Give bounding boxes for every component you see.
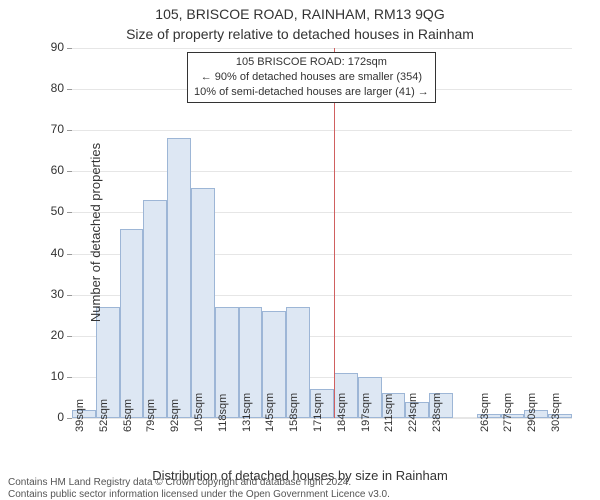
gridline: [72, 48, 572, 49]
y-tick-label: 70: [42, 122, 64, 136]
plot-area: [72, 48, 572, 418]
y-tick-label: 10: [42, 369, 64, 383]
histogram-bar: [191, 188, 215, 418]
gridline: [72, 130, 572, 131]
y-tick-mark: [67, 171, 72, 172]
annotation-line3: 10% of semi-detached houses are larger (…: [194, 85, 429, 100]
y-tick-mark: [67, 89, 72, 90]
chart-title-line1: 105, BRISCOE ROAD, RAINHAM, RM13 9QG: [0, 6, 600, 22]
histogram-bar: [167, 138, 191, 418]
footer-line2: Contains public sector information licen…: [8, 488, 390, 500]
y-tick-label: 20: [42, 328, 64, 342]
y-tick-mark: [67, 418, 72, 419]
annotation-box: 105 BRISCOE ROAD: 172sqm ← 90% of detach…: [187, 52, 436, 103]
y-tick-mark: [67, 254, 72, 255]
y-tick-label: 80: [42, 81, 64, 95]
gridline: [72, 171, 572, 172]
y-tick-mark: [67, 377, 72, 378]
y-tick-mark: [67, 130, 72, 131]
histogram-bar: [143, 200, 167, 418]
y-tick-label: 50: [42, 204, 64, 218]
y-tick-mark: [67, 336, 72, 337]
annotation-line2: ← 90% of detached houses are smaller (35…: [194, 70, 429, 85]
y-axis-title: Number of detached properties: [88, 143, 103, 322]
y-tick-label: 0: [42, 410, 64, 424]
chart-root: 105, BRISCOE ROAD, RAINHAM, RM13 9QG Siz…: [0, 0, 600, 500]
annotation-line1: 105 BRISCOE ROAD: 172sqm: [194, 55, 429, 70]
y-tick-mark: [67, 212, 72, 213]
histogram-bar: [120, 229, 144, 418]
y-tick-mark: [67, 48, 72, 49]
y-tick-label: 90: [42, 40, 64, 54]
y-tick-mark: [67, 295, 72, 296]
y-tick-label: 60: [42, 163, 64, 177]
marker-line: [334, 48, 335, 418]
y-tick-label: 40: [42, 246, 64, 260]
chart-title-line2: Size of property relative to detached ho…: [0, 26, 600, 42]
y-tick-label: 30: [42, 287, 64, 301]
